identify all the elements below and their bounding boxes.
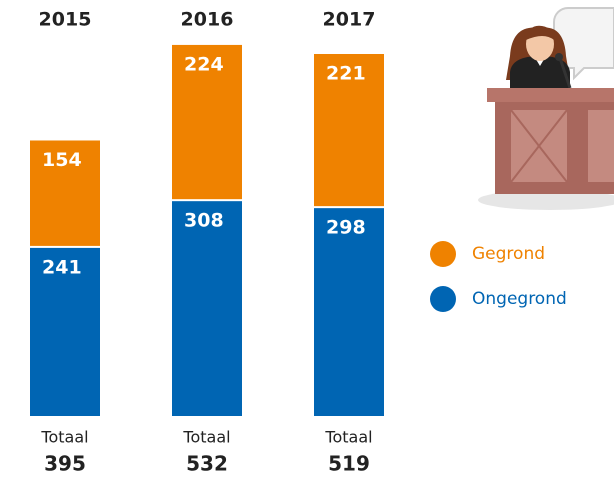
total-value: 519	[328, 452, 370, 476]
total-caption: Totaal	[324, 428, 372, 447]
bar-segment	[172, 44, 242, 200]
legend-swatch	[430, 241, 456, 267]
legend-label: Gegrond	[472, 244, 545, 264]
total-caption: Totaal	[182, 428, 230, 447]
total-value: 532	[186, 452, 228, 476]
value-label: 154	[42, 149, 82, 171]
bar-segment	[314, 208, 384, 416]
category-label: 2017	[323, 9, 376, 31]
category-label: 2015	[39, 9, 92, 31]
bar-segment	[172, 201, 242, 416]
category-label: 2016	[181, 9, 234, 31]
illustration	[478, 7, 614, 210]
value-label: 308	[184, 210, 224, 232]
legend-swatch	[430, 286, 456, 312]
bar-segment	[30, 247, 100, 416]
value-label: 298	[326, 217, 366, 239]
bar-segment	[314, 53, 384, 207]
bar-segment	[30, 140, 100, 246]
value-label: 241	[42, 256, 82, 278]
value-label: 224	[184, 53, 224, 75]
value-label: 221	[326, 62, 366, 84]
legend-label: Ongegrond	[472, 289, 567, 309]
total-value: 395	[44, 452, 86, 476]
total-caption: Totaal	[40, 428, 88, 447]
